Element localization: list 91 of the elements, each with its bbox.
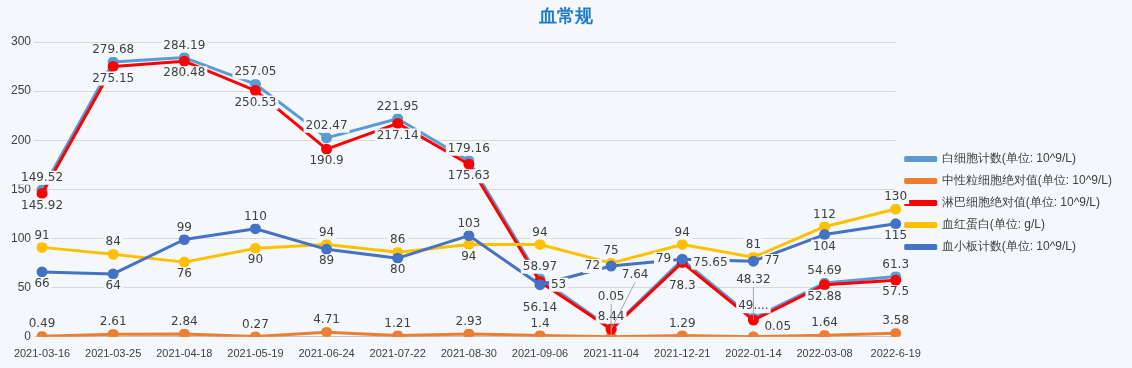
data-label: 257.05 — [234, 64, 277, 79]
annotation: 48.32 — [736, 272, 771, 287]
x-tick-label: 2021-11-04 — [583, 347, 639, 360]
data-label: 279.68 — [92, 42, 135, 57]
data-label: 250.53 — [234, 94, 277, 109]
data-label: 0.49 — [28, 316, 56, 331]
data-label: 53 — [550, 276, 567, 291]
y-tick-label: 150 — [10, 181, 32, 196]
data-label: 72 — [584, 258, 601, 273]
data-label: 280.48 — [163, 65, 206, 80]
data-label: 94 — [318, 224, 335, 239]
data-label: 86 — [390, 232, 406, 247]
data-label: 58.97 — [522, 258, 558, 273]
data-label: 1.4 — [530, 315, 550, 330]
data-label: 94 — [532, 224, 548, 239]
data-label: 57.5 — [882, 284, 910, 299]
legend-label: 血小板计数(单位: 10^9/L) — [941, 239, 1077, 254]
data-label: 0.05 — [764, 318, 792, 333]
x-tick-label: 2021-05-19 — [227, 347, 284, 360]
data-label: 7.64 — [621, 267, 649, 282]
data-label: 80 — [390, 262, 406, 277]
x-tick-label: 2021-09-06 — [511, 347, 569, 360]
data-label: 110 — [243, 208, 267, 223]
y-tick-label: 50 — [17, 279, 32, 294]
data-label: 66 — [34, 276, 50, 291]
data-label: 99 — [176, 219, 192, 234]
legend-label: 白细胞计数(单位: 10^9/L) — [941, 151, 1077, 166]
data-label: 104 — [813, 238, 836, 253]
data-label: 94 — [674, 224, 690, 239]
data-label: 284.19 — [163, 37, 206, 52]
data-label: 115 — [884, 227, 908, 242]
data-label: 52.88 — [807, 288, 842, 303]
x-tick-label: 2021-08-30 — [440, 347, 497, 360]
data-label: 54.69 — [807, 263, 842, 278]
data-label: 75 — [603, 243, 619, 258]
x-tick-label: 2021-12-21 — [654, 347, 711, 360]
x-tick-label: 2022-6-19 — [870, 347, 921, 360]
y-tick-label: 100 — [10, 230, 32, 245]
x-tick-label: 2021-04-18 — [156, 347, 213, 360]
data-label: 2.61 — [99, 314, 127, 329]
y-tick-label: 200 — [10, 132, 32, 147]
data-label: 79 — [655, 251, 672, 266]
data-label: 8.44 — [597, 308, 625, 323]
data-label: 61.3 — [882, 256, 910, 271]
data-label: 190.9 — [309, 153, 344, 168]
data-label: 179.16 — [447, 140, 490, 155]
data-label: 130 — [884, 189, 908, 204]
data-label: 145.92 — [21, 197, 64, 212]
data-label: 84 — [105, 234, 121, 249]
data-label: 2.93 — [455, 314, 483, 329]
data-label: 90 — [247, 252, 264, 267]
y-tick-label: 0 — [24, 329, 32, 344]
x-tick-label: 2022-03-08 — [796, 347, 853, 360]
data-label: 0.05 — [597, 288, 625, 303]
x-tick-label: 2021-06-24 — [298, 347, 355, 360]
data-label: 89 — [318, 253, 335, 268]
data-label: 76 — [176, 266, 192, 281]
annotation: 49.... — [738, 298, 769, 313]
data-label: 94 — [461, 248, 477, 263]
y-tick-label: 300 — [10, 34, 32, 49]
data-label: 77 — [764, 253, 780, 268]
data-label: 78.3 — [668, 277, 696, 292]
y-tick-label: 250 — [10, 83, 32, 98]
data-label: 149.52 — [21, 170, 64, 184]
data-label: 1.64 — [811, 315, 838, 330]
data-label: 2.84 — [170, 314, 198, 329]
data-label: 217.14 — [376, 127, 419, 142]
data-label: 275.15 — [92, 70, 135, 85]
x-tick-label: 2022-01-14 — [725, 347, 782, 360]
data-label: 75.65 — [693, 254, 728, 269]
data-label: 112 — [813, 206, 836, 221]
data-label: 1.21 — [384, 315, 412, 330]
data-label: 81 — [745, 237, 762, 252]
data-label: 103 — [457, 215, 481, 230]
data-label: 4.71 — [313, 312, 340, 327]
legend-label: 淋巴细胞绝对值(单位: 10^9/L) — [941, 195, 1101, 210]
data-label: 1.29 — [668, 315, 696, 330]
x-tick-label: 2021-03-25 — [85, 347, 142, 360]
data-label: 175.63 — [447, 168, 490, 183]
data-label: 3.58 — [882, 313, 910, 328]
data-label: 64 — [105, 278, 121, 293]
data-label: 56.14 — [522, 299, 558, 314]
x-tick-label: 2021-07-22 — [369, 347, 426, 360]
data-label: 91 — [34, 227, 50, 242]
data-label: 221.95 — [376, 98, 419, 113]
data-label: 202.47 — [305, 117, 348, 132]
data-label: 0.27 — [242, 316, 269, 331]
legend-label: 血红蛋白(单位: g/L) — [941, 217, 1046, 232]
x-tick-label: 2021-03-16 — [13, 347, 71, 360]
chart-title: 血常规 — [538, 4, 594, 28]
legend-label: 中性粒细胞绝对值(单位: 10^9/L) — [941, 173, 1113, 188]
